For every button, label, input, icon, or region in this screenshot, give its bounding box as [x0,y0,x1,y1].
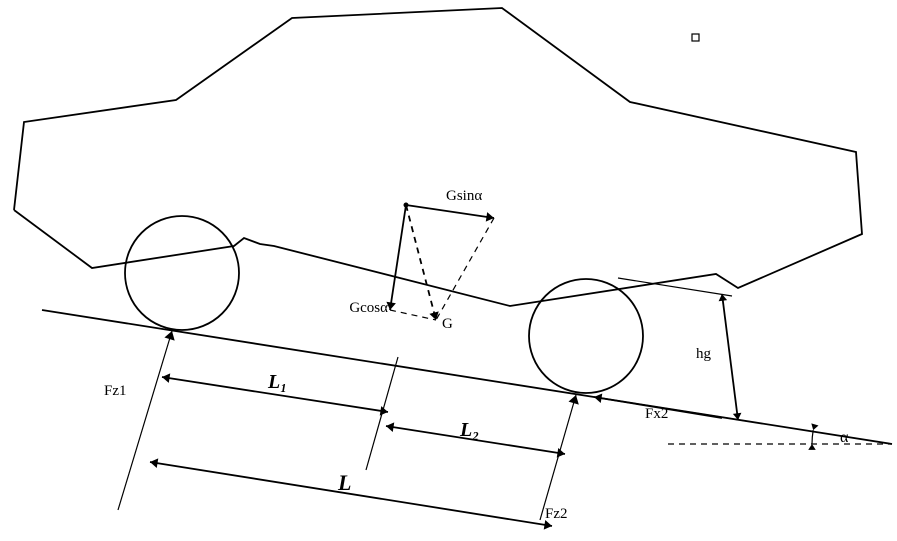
label-hg: hg [696,346,712,362]
label-Gcos: Gcosα [349,300,388,316]
front-wheel [529,279,643,393]
label-Gsin: Gsinα [446,188,482,204]
fz2-axis [540,395,576,520]
label-Fz1: Fz1 [104,383,127,399]
rear-wheel [125,216,239,330]
label-G: G [442,316,453,332]
marker-square [692,34,699,41]
label-alpha: α [840,429,849,446]
label-L1: L₁ [267,371,287,393]
label-Fz2: Fz2 [545,506,568,522]
label-L2: L₂ [459,419,479,441]
car-body-outline [14,8,862,306]
label-Fx2: Fx2 [645,406,668,422]
fz1-axis [118,331,172,510]
label-L: L [337,470,351,495]
